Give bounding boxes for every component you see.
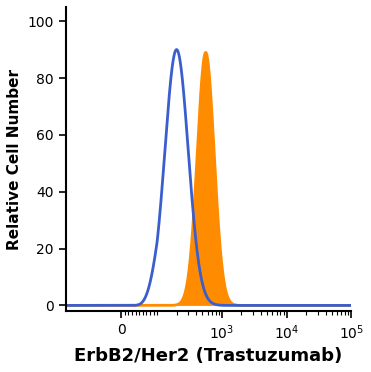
X-axis label: ErbB2/Her2 (Trastuzumab): ErbB2/Her2 (Trastuzumab) (75, 347, 343, 365)
Y-axis label: Relative Cell Number: Relative Cell Number (7, 68, 22, 250)
